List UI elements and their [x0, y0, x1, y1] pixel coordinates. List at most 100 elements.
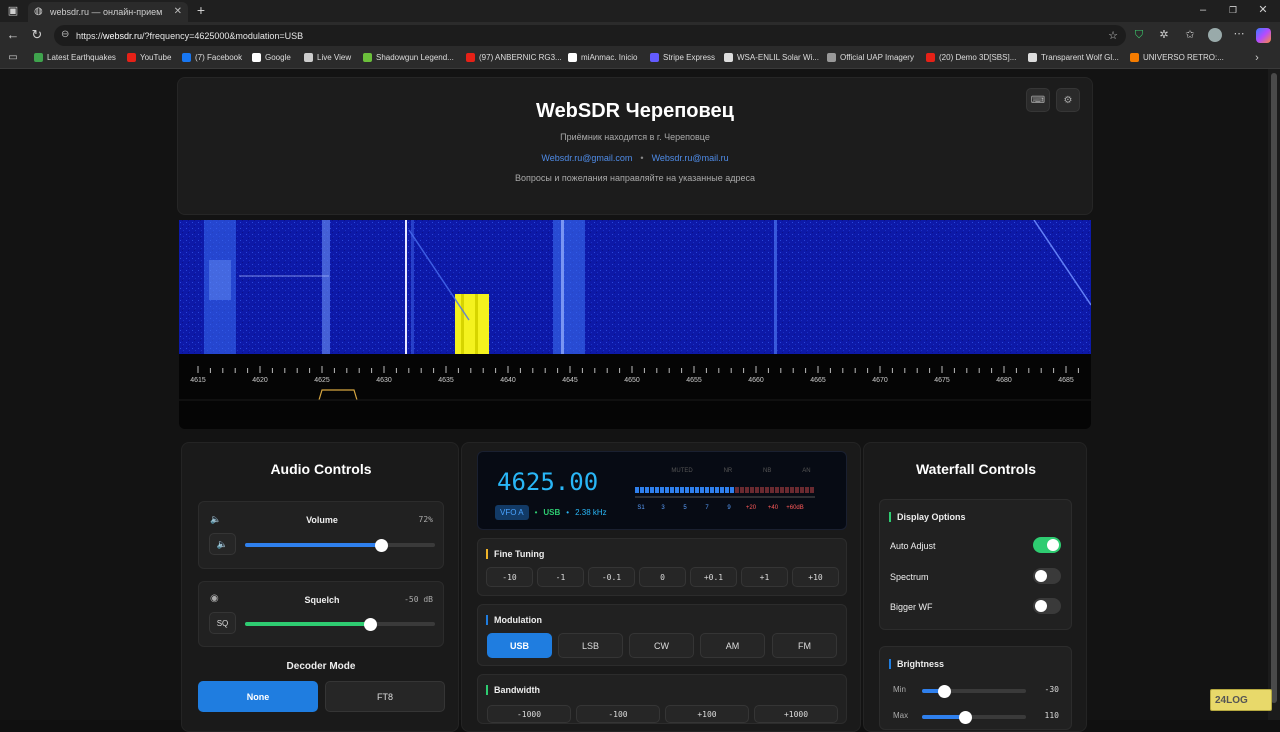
new-tab-icon[interactable]: + — [196, 2, 206, 18]
bookmarks-menu-icon[interactable]: ▭ — [8, 52, 18, 63]
strong-signal — [455, 294, 489, 354]
s-meter-segment — [650, 487, 654, 493]
waterfall-display[interactable] — [179, 220, 1091, 354]
bandwidth-title: Bandwidth — [486, 685, 540, 695]
mode-fm-button[interactable]: FM — [772, 633, 837, 658]
fine-tuning-title: Fine Tuning — [486, 549, 544, 559]
bookmark-favicon-icon — [1028, 53, 1037, 62]
bookmark-item[interactable]: Latest Earthquakes — [34, 53, 116, 62]
volume-slider[interactable] — [245, 538, 435, 552]
mode-am-button[interactable]: AM — [700, 633, 765, 658]
maximize-icon[interactable]: ❐ — [1228, 5, 1238, 15]
frequency-scale[interactable]: 4615 4620 4625 4630 4635 4640 4645 4650 4655 4660… — [179, 354, 1091, 429]
modulation-title: Modulation — [486, 615, 542, 625]
s-meter-label: +20 — [746, 505, 757, 511]
site-info-icon[interactable]: ⊖ — [61, 29, 70, 40]
s-meter-segment — [695, 487, 699, 493]
tab-title: websdr.ru — онлайн-прием — [50, 7, 163, 17]
bookmark-item[interactable]: Shadowgun Legend... — [363, 53, 454, 62]
reload-icon[interactable]: ↻ — [31, 27, 43, 42]
tune-zero-button[interactable]: 0 — [639, 567, 686, 587]
bookmark-item[interactable]: YouTube — [127, 53, 171, 62]
browser-tab[interactable]: ◍ websdr.ru — онлайн-прием ✕ — [28, 2, 188, 22]
s-meter-segment — [790, 487, 794, 493]
tune-plus-0.1-button[interactable]: +0.1 — [690, 567, 737, 587]
tune-plus-10-button[interactable]: +10 — [792, 567, 839, 587]
passband-marker — [318, 389, 358, 401]
more-menu-icon[interactable]: ⋯ — [1233, 28, 1245, 40]
tune-plus-1-button[interactable]: +1 — [741, 567, 788, 587]
brightness-min-slider[interactable] — [922, 684, 1026, 698]
bookmark-item[interactable]: (7) Facebook — [182, 53, 242, 62]
decoder-none-button[interactable]: None — [198, 681, 318, 712]
extensions-icon[interactable]: ✲ — [1159, 29, 1169, 41]
scale-label: 4660 — [748, 377, 764, 384]
mode-usb-button[interactable]: USB — [487, 633, 552, 658]
bigger-wf-toggle[interactable] — [1033, 598, 1061, 614]
address-bar[interactable]: ⊖ https://websdr.ru/?frequency=4625000&m… — [54, 25, 1126, 46]
tune-minus-0.1-button[interactable]: -0.1 — [588, 567, 635, 587]
bookmark-item[interactable]: miAnmac. Inicio — [568, 53, 637, 62]
squelch-button[interactable]: SQ — [209, 612, 236, 634]
bookmarks-overflow-icon[interactable]: › — [1255, 52, 1259, 64]
close-window-icon[interactable]: ✕ — [1258, 4, 1268, 16]
bookmark-item[interactable]: Stripe Express — [650, 53, 715, 62]
volume-slider-handle[interactable] — [375, 538, 389, 552]
tab-actions-icon[interactable]: ▣ — [7, 5, 19, 17]
bookmark-item[interactable]: Transparent Wolf Gl... — [1028, 53, 1119, 62]
s-meter-segment — [725, 487, 729, 493]
globe-icon: ◍ — [34, 6, 43, 17]
scrollbar-thumb[interactable] — [1271, 73, 1277, 703]
shield-extension-icon[interactable]: ⛉ — [1134, 29, 1144, 41]
favorites-icon[interactable]: ✩ — [1185, 29, 1195, 41]
keyboard-icon[interactable]: ⌨ — [1026, 88, 1050, 112]
toggle-knob — [1047, 539, 1059, 551]
bandwidth-minus-1000-button[interactable]: -1000 — [487, 705, 571, 723]
minimize-icon[interactable]: – — [1199, 4, 1207, 16]
s-meter-label: 3 — [661, 505, 665, 511]
bookmark-item[interactable]: Official UAP Imagery — [827, 53, 914, 62]
close-tab-icon[interactable]: ✕ — [173, 6, 182, 17]
mute-button[interactable]: 🔈 — [209, 533, 236, 555]
decoder-ft8-button[interactable]: FT8 — [325, 681, 445, 712]
nr-flag: NR — [723, 468, 733, 474]
s-meter-segment — [675, 487, 679, 493]
s-meter-label: 7 — [705, 505, 709, 511]
brightness-max-slider[interactable] — [922, 710, 1026, 724]
bookmark-item[interactable]: Live View — [304, 53, 351, 62]
copilot-icon[interactable] — [1256, 28, 1271, 43]
favorite-star-icon[interactable]: ☆ — [1108, 30, 1118, 42]
email-link-mail[interactable]: Websdr.ru@mail.ru — [651, 153, 729, 163]
settings-icon[interactable]: ⚙ — [1056, 88, 1080, 112]
squelch-control: ◉ Squelch -50 dB SQ — [198, 581, 444, 647]
profile-avatar[interactable] — [1208, 28, 1222, 42]
corner-logo: 24LOG — [1210, 689, 1272, 711]
bandwidth-minus-100-button[interactable]: -100 — [576, 705, 660, 723]
scale-label: 4615 — [190, 377, 206, 384]
bookmark-item[interactable]: (20) Demo 3D[SBS]... — [926, 53, 1016, 62]
email-link-gmail[interactable]: Websdr.ru@gmail.com — [541, 153, 633, 163]
tune-minus-1-button[interactable]: -1 — [537, 567, 584, 587]
spectrum-toggle[interactable] — [1033, 568, 1061, 584]
squelch-slider-handle[interactable] — [363, 617, 377, 631]
frequency-readout[interactable]: 4625.00 — [497, 468, 599, 496]
s-meter-segment — [760, 487, 764, 493]
bookmark-item[interactable]: Google — [252, 53, 291, 62]
squelch-slider[interactable] — [245, 617, 435, 631]
bookmark-item[interactable]: WSA-ENLIL Solar Wi... — [724, 53, 819, 62]
vfo-badge[interactable]: VFO A — [495, 505, 529, 520]
back-icon[interactable]: ← — [6, 27, 20, 42]
mode-lsb-button[interactable]: LSB — [558, 633, 623, 658]
mode-cw-button[interactable]: CW — [629, 633, 694, 658]
brightness-min-handle[interactable] — [938, 684, 952, 698]
bookmark-item[interactable]: (97) ANBERNIC RG3... — [466, 53, 562, 62]
modulation-section: Modulation USB LSB CW AM FM — [477, 604, 847, 666]
bandwidth-plus-100-button[interactable]: +100 — [665, 705, 749, 723]
brightness-max-handle[interactable] — [959, 710, 973, 724]
volume-value: 72% — [418, 515, 433, 524]
bookmark-item[interactable]: UNIVERSO RETRO:... — [1130, 53, 1224, 62]
bandwidth-plus-1000-button[interactable]: +1000 — [754, 705, 838, 723]
tune-minus-10-button[interactable]: -10 — [486, 567, 533, 587]
page-scrollbar[interactable] — [1268, 69, 1280, 720]
auto-adjust-toggle[interactable] — [1033, 537, 1061, 553]
